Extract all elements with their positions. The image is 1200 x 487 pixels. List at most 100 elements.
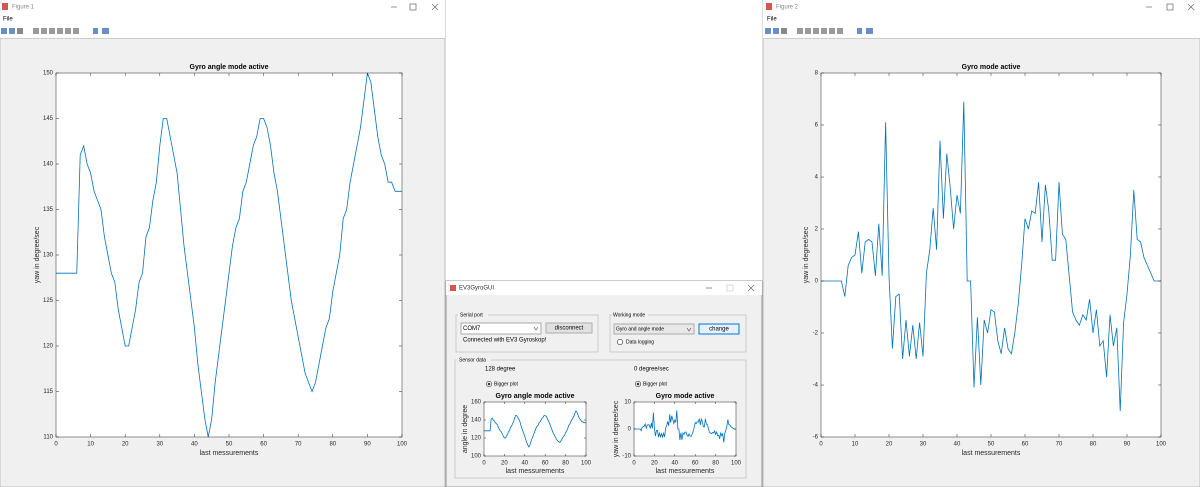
x-tick-label: 100 xyxy=(581,461,592,467)
x-tick-label: 0 xyxy=(482,461,486,467)
data-line xyxy=(821,101,1161,412)
y-axis-label: yaw in degree/sec xyxy=(613,400,620,457)
x-axis-label: last messurements xyxy=(656,468,715,475)
x-tick-label: 20 xyxy=(886,442,893,448)
y-tick-label: 120 xyxy=(43,344,54,350)
y-tick-label: 125 xyxy=(43,298,54,304)
menu-toolbar xyxy=(0,14,445,38)
panel-label: Working mode xyxy=(613,312,645,318)
x-tick-label: 20 xyxy=(122,442,129,448)
option-label: Data logging xyxy=(626,339,654,345)
x-tick-label: 100 xyxy=(397,442,408,448)
dropdown-arrow xyxy=(533,326,539,331)
plot-area xyxy=(56,73,402,437)
chart-title: Gyro angle mode active xyxy=(496,393,575,400)
y-tick-label: 4 xyxy=(815,175,819,181)
readout: 0 degree/sec xyxy=(634,367,669,373)
y-tick-label: 115 xyxy=(43,389,53,395)
window-controls[interactable] xyxy=(1146,3,1195,11)
x-tick-label: 30 xyxy=(920,442,927,448)
y-tick-label: -2 xyxy=(813,331,819,337)
y-axis-label: angle in degree xyxy=(462,405,469,453)
x-tick-label: 20 xyxy=(501,461,508,467)
dropdown[interactable] xyxy=(460,322,542,335)
axes-box xyxy=(483,401,587,457)
x-tick-label: 10 xyxy=(852,442,859,448)
button[interactable] xyxy=(545,322,593,334)
panel xyxy=(454,359,747,479)
x-tick-label: 50 xyxy=(226,442,233,448)
y-tick-label: 10 xyxy=(624,400,631,406)
x-tick-label: 10 xyxy=(87,442,94,448)
y-tick-label: 145 xyxy=(43,116,54,122)
x-tick-label: 40 xyxy=(954,442,961,448)
option-label: Bigger plot xyxy=(494,381,519,387)
menu-toolbar xyxy=(763,14,1200,38)
x-tick-label: 70 xyxy=(295,442,302,448)
window-controls[interactable] xyxy=(391,3,439,11)
x-tick-label: 60 xyxy=(1022,442,1029,448)
dropdown-arrow xyxy=(686,327,692,332)
x-tick-label: 80 xyxy=(562,461,569,467)
y-tick-label: -10 xyxy=(622,454,631,460)
title-bar xyxy=(446,281,762,295)
x-tick-label: 0 xyxy=(632,461,636,467)
panel-label-bg xyxy=(458,311,488,318)
x-tick-label: 30 xyxy=(156,442,163,448)
readout: 128 degree xyxy=(485,367,516,373)
x-tick-label: 80 xyxy=(1090,442,1097,448)
plot-area xyxy=(634,402,736,456)
x-tick-label: 90 xyxy=(1124,442,1131,448)
y-tick-label: 140 xyxy=(43,162,54,168)
radio-dot xyxy=(636,382,640,386)
y-tick-label: 150 xyxy=(43,71,54,77)
panel-label: Sensor data xyxy=(459,357,486,363)
y-tick-label: 120 xyxy=(471,436,482,442)
menu-item[interactable]: File xyxy=(767,17,777,23)
title-bar xyxy=(763,0,1200,14)
y-tick-label: 100 xyxy=(471,454,482,460)
app-icon xyxy=(450,285,456,291)
toolbar-icons[interactable] xyxy=(765,28,873,34)
status-text: Connected with EV3 Gyroskop! xyxy=(463,338,547,344)
y-tick-label: 140 xyxy=(471,418,482,424)
x-axis-label: last messurements xyxy=(962,450,1021,457)
window-controls[interactable] xyxy=(706,284,755,292)
checkbox[interactable] xyxy=(616,338,623,345)
y-tick-label: 8 xyxy=(815,71,819,77)
x-axis-label: last messurements xyxy=(506,468,565,475)
chart-title: Gyro mode active xyxy=(962,64,1021,71)
y-tick-label: 160 xyxy=(471,400,482,406)
toolbar-icons[interactable] xyxy=(1,28,109,34)
x-tick-label: 0 xyxy=(54,442,58,448)
app-icon xyxy=(2,3,8,10)
y-axis-label: yaw in degree/sec xyxy=(34,226,41,283)
y-tick-label: 135 xyxy=(43,207,54,213)
x-tick-label: 60 xyxy=(542,461,549,467)
panel-label-bg xyxy=(457,356,491,363)
button-label: change xyxy=(709,327,729,333)
dropdown-value: COM7 xyxy=(463,326,481,332)
y-tick-label: -4 xyxy=(813,383,819,389)
y-tick-label: -6 xyxy=(813,435,819,441)
window-title: Figure 2 xyxy=(776,5,799,11)
button[interactable] xyxy=(698,323,740,335)
menu-item[interactable]: File xyxy=(3,17,13,23)
plot-area xyxy=(484,402,586,456)
dropdown[interactable] xyxy=(613,323,695,335)
y-tick-label: 0 xyxy=(628,427,632,433)
panel-label: Serial port xyxy=(460,312,483,318)
y-tick-label: 2 xyxy=(815,227,819,233)
data-line xyxy=(634,410,736,443)
app-icon xyxy=(766,3,772,10)
dropdown-value: Gyro and angle mode xyxy=(616,326,664,332)
radio-dot xyxy=(487,382,491,386)
title-bar xyxy=(0,0,445,14)
x-tick-label: 100 xyxy=(731,461,742,467)
x-tick-label: 60 xyxy=(692,461,699,467)
chart-title: Gyro mode active xyxy=(656,393,715,400)
x-tick-label: 20 xyxy=(651,461,658,467)
y-tick-label: 6 xyxy=(815,123,819,129)
x-tick-label: 50 xyxy=(988,442,995,448)
